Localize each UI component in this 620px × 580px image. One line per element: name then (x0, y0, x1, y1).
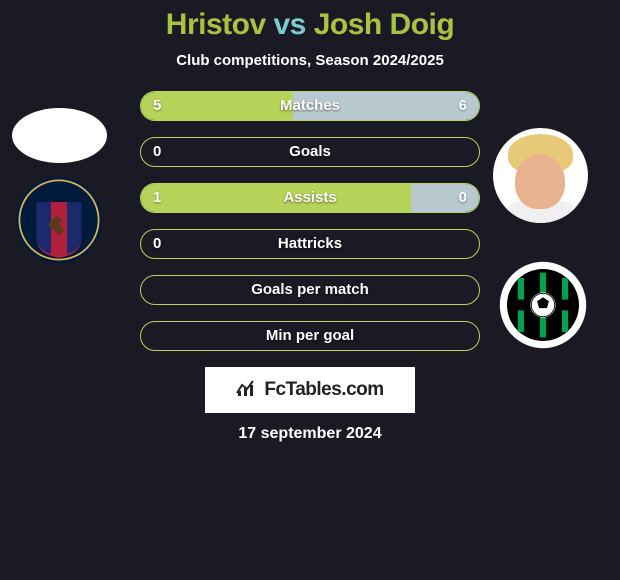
vs-text: vs (273, 8, 305, 41)
stat-row-hattricks: 0Hattricks (140, 229, 480, 259)
stat-label: Hattricks (141, 230, 479, 257)
player2-photo (493, 128, 588, 223)
player2-club-badge (498, 260, 588, 350)
player1-photo (12, 108, 107, 163)
stat-label: Matches (141, 92, 479, 119)
stat-row-assists: 10Assists (140, 183, 480, 213)
chart-icon (236, 379, 258, 402)
comparison-title: Hristov vs Josh Doig (0, 0, 620, 42)
stat-row-goals: 0Goals (140, 137, 480, 167)
stat-row-min-per-goal: Min per goal (140, 321, 480, 351)
stat-label: Goals (141, 138, 479, 165)
branding-text: FcTables.com (264, 379, 383, 401)
branding-badge[interactable]: FcTables.com (205, 367, 415, 413)
stat-row-matches: 56Matches (140, 91, 480, 121)
stat-label: Min per goal (141, 322, 479, 349)
player1-club-badge (14, 175, 104, 265)
player1-name: Hristov (166, 8, 266, 41)
subtitle: Club competitions, Season 2024/2025 (0, 52, 620, 69)
stat-row-goals-per-match: Goals per match (140, 275, 480, 305)
player2-name: Josh Doig (314, 8, 455, 41)
stat-label: Goals per match (141, 276, 479, 303)
stats-bars: 56Matches 0Goals 10Assists 0Hattricks Goals … (140, 69, 480, 351)
date-text: 17 september 2024 (0, 425, 620, 443)
stat-label: Assists (141, 184, 479, 211)
